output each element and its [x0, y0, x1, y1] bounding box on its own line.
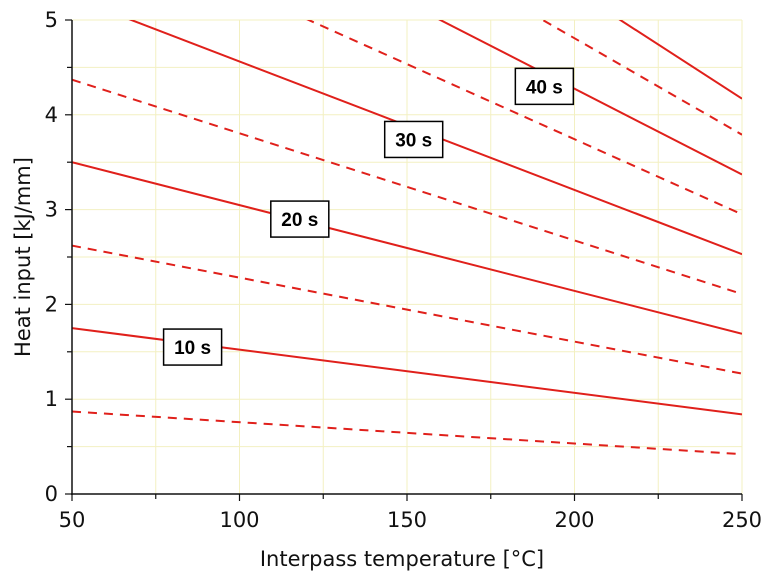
data-label-text: 40 s: [526, 77, 563, 98]
y-tick-label: 4: [45, 103, 58, 127]
data-label-text: 20 s: [281, 210, 318, 231]
y-tick-label: 5: [45, 8, 58, 32]
y-tick-label: 3: [45, 198, 58, 222]
y-axis-title: Heat input [kJ/mm]: [11, 157, 35, 357]
data-label: 30 s: [383, 120, 444, 159]
solid-series-line-10: [618, 20, 742, 100]
data-label: 10 s: [162, 328, 223, 366]
data-label: 20 s: [270, 200, 330, 238]
data-label-box: [270, 200, 330, 238]
x-axis-title: Interpass temperature [°C]: [260, 547, 544, 571]
x-tick-label: 150: [387, 508, 427, 532]
data-label: 40 s: [514, 67, 575, 106]
y-tick-label: 1: [45, 387, 58, 411]
x-tick-label: 50: [59, 508, 86, 532]
data-label-text: 10 s: [174, 338, 211, 359]
solid-series-line-4: [72, 161, 742, 335]
dashed-series-line-7: [306, 20, 742, 216]
x-tick-label: 200: [554, 508, 594, 532]
x-tick-label: 250: [722, 508, 762, 532]
data-label-box: [514, 67, 575, 106]
y-tick-label: 0: [45, 482, 58, 506]
data-labels: 10 s 20 s 30 s 40 s: [162, 67, 575, 366]
dashed-series-line-3: [72, 244, 742, 375]
solid-series-line-8: [438, 20, 742, 176]
y-tick-label: 2: [45, 292, 58, 316]
data-label-box: [162, 328, 223, 366]
data-label-box: [383, 120, 444, 159]
grid: [71, 19, 743, 495]
dashed-series-line-5: [72, 78, 742, 295]
axes: 50 100 150 200 250 0 1 2 3 4 5: [45, 8, 762, 532]
x-tick-label: 100: [219, 508, 259, 532]
data-label-text: 30 s: [395, 130, 432, 151]
dashed-series-line-9: [540, 20, 742, 136]
